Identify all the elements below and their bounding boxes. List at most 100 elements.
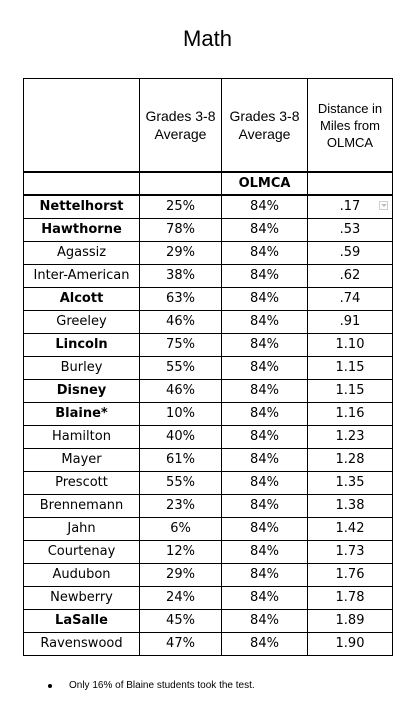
- olmca-average-cell: 84%: [221, 287, 308, 311]
- distance-value: .74: [339, 291, 361, 306]
- distance-cell: 1.42: [307, 517, 393, 541]
- olmca-row-blank-1: [23, 171, 140, 196]
- school-name-cell: Prescott: [23, 471, 140, 495]
- school-average-cell: 55%: [139, 471, 222, 495]
- table-row: Hamilton 40% 84% 1.23: [23, 425, 393, 449]
- distance-value: 1.10: [335, 337, 365, 352]
- distance-value: .62: [339, 268, 361, 283]
- olmca-average-cell: 84%: [221, 632, 308, 656]
- distance-value: 1.73: [335, 544, 365, 559]
- distance-cell: 1.73: [307, 540, 393, 564]
- school-average-cell: 61%: [139, 448, 222, 472]
- distance-value: .59: [339, 245, 361, 260]
- distance-cell: 1.35: [307, 471, 393, 495]
- school-average-cell: 29%: [139, 563, 222, 587]
- school-name-cell: Hawthorne: [23, 218, 140, 242]
- olmca-average-cell: 84%: [221, 563, 308, 587]
- school-name-cell: Mayer: [23, 448, 140, 472]
- school-average-cell: 75%: [139, 333, 222, 357]
- school-average-cell: 46%: [139, 379, 222, 403]
- footnote: Only 16% of Blaine students took the tes…: [48, 680, 255, 692]
- math-comparison-table: Grades 3-8 Average Grades 3-8 Average Di…: [23, 78, 393, 656]
- olmca-average-cell: 84%: [221, 609, 308, 633]
- distance-value: 1.35: [335, 475, 365, 490]
- distance-cell: 1.76: [307, 563, 393, 587]
- header-olmca-average: Grades 3-8 Average: [221, 78, 308, 173]
- olmca-average-cell: 84%: [221, 425, 308, 449]
- table-row: Burley 55% 84% 1.15: [23, 356, 393, 380]
- page-title: Math: [183, 26, 232, 51]
- school-name-cell: Nettelhorst: [23, 194, 140, 219]
- distance-value: 1.23: [335, 429, 365, 444]
- school-name-cell: Ravenswood: [23, 632, 140, 656]
- olmca-row-blank-3: [307, 171, 393, 196]
- table-row: Prescott 55% 84% 1.35: [23, 471, 393, 495]
- table-row: Mayer 61% 84% 1.28: [23, 448, 393, 472]
- table-row: Audubon 29% 84% 1.76: [23, 563, 393, 587]
- table-row: Blaine* 10% 84% 1.16: [23, 402, 393, 426]
- distance-value: 1.78: [335, 590, 365, 605]
- distance-value: 1.90: [335, 636, 365, 651]
- table-row: Jahn 6% 84% 1.42: [23, 517, 393, 541]
- distance-value: 1.76: [335, 567, 365, 582]
- school-average-cell: 40%: [139, 425, 222, 449]
- distance-value: .53: [339, 222, 361, 237]
- distance-cell: .59: [307, 241, 393, 265]
- filter-dropdown-icon[interactable]: [379, 201, 388, 210]
- distance-cell: 1.16: [307, 402, 393, 426]
- distance-cell: .17: [307, 194, 393, 219]
- distance-cell: 1.38: [307, 494, 393, 518]
- distance-cell: 1.15: [307, 356, 393, 380]
- distance-value: 1.42: [335, 521, 365, 536]
- distance-cell: 1.28: [307, 448, 393, 472]
- school-average-cell: 25%: [139, 194, 222, 219]
- footnote-text: Only 16% of Blaine students took the tes…: [69, 680, 255, 691]
- distance-cell: .91: [307, 310, 393, 334]
- distance-cell: .74: [307, 287, 393, 311]
- school-average-cell: 24%: [139, 586, 222, 610]
- distance-cell: 1.15: [307, 379, 393, 403]
- table-row: Brennemann 23% 84% 1.38: [23, 494, 393, 518]
- school-average-cell: 10%: [139, 402, 222, 426]
- distance-value: .17: [339, 199, 361, 214]
- olmca-average-cell: 84%: [221, 333, 308, 357]
- school-name-cell: Audubon: [23, 563, 140, 587]
- header-school: [23, 78, 140, 173]
- school-name-cell: Newberry: [23, 586, 140, 610]
- school-name-cell: Courtenay: [23, 540, 140, 564]
- school-name-cell: Disney: [23, 379, 140, 403]
- school-name-cell: Hamilton: [23, 425, 140, 449]
- distance-value: 1.16: [335, 406, 365, 421]
- table-row: Greeley 46% 84% .91: [23, 310, 393, 334]
- table-row: Inter-American 38% 84% .62: [23, 264, 393, 288]
- table-row: Disney 46% 84% 1.15: [23, 379, 393, 403]
- olmca-average-cell: 84%: [221, 586, 308, 610]
- table-row: Newberry 24% 84% 1.78: [23, 586, 393, 610]
- school-average-cell: 45%: [139, 609, 222, 633]
- school-average-cell: 23%: [139, 494, 222, 518]
- table-row: LaSalle 45% 84% 1.89: [23, 609, 393, 633]
- distance-cell: 1.89: [307, 609, 393, 633]
- olmca-label: OLMCA: [221, 171, 308, 196]
- school-name-cell: LaSalle: [23, 609, 140, 633]
- distance-cell: 1.78: [307, 586, 393, 610]
- olmca-row-blank-2: [139, 171, 222, 196]
- table-row: Ravenswood 47% 84% 1.90: [23, 632, 393, 656]
- school-name-cell: Greeley: [23, 310, 140, 334]
- school-average-cell: 6%: [139, 517, 222, 541]
- header-school-average: Grades 3-8 Average: [139, 78, 222, 173]
- table-row: Courtenay 12% 84% 1.73: [23, 540, 393, 564]
- distance-value: 1.38: [335, 498, 365, 513]
- olmca-average-cell: 84%: [221, 218, 308, 242]
- table-row: Alcott 63% 84% .74: [23, 287, 393, 311]
- distance-cell: .53: [307, 218, 393, 242]
- school-average-cell: 29%: [139, 241, 222, 265]
- distance-value: 1.28: [335, 452, 365, 467]
- olmca-average-cell: 84%: [221, 448, 308, 472]
- olmca-average-cell: 84%: [221, 241, 308, 265]
- olmca-average-cell: 84%: [221, 379, 308, 403]
- distance-cell: .62: [307, 264, 393, 288]
- school-name-cell: Blaine*: [23, 402, 140, 426]
- olmca-label-row: OLMCA: [23, 171, 393, 196]
- olmca-average-cell: 84%: [221, 540, 308, 564]
